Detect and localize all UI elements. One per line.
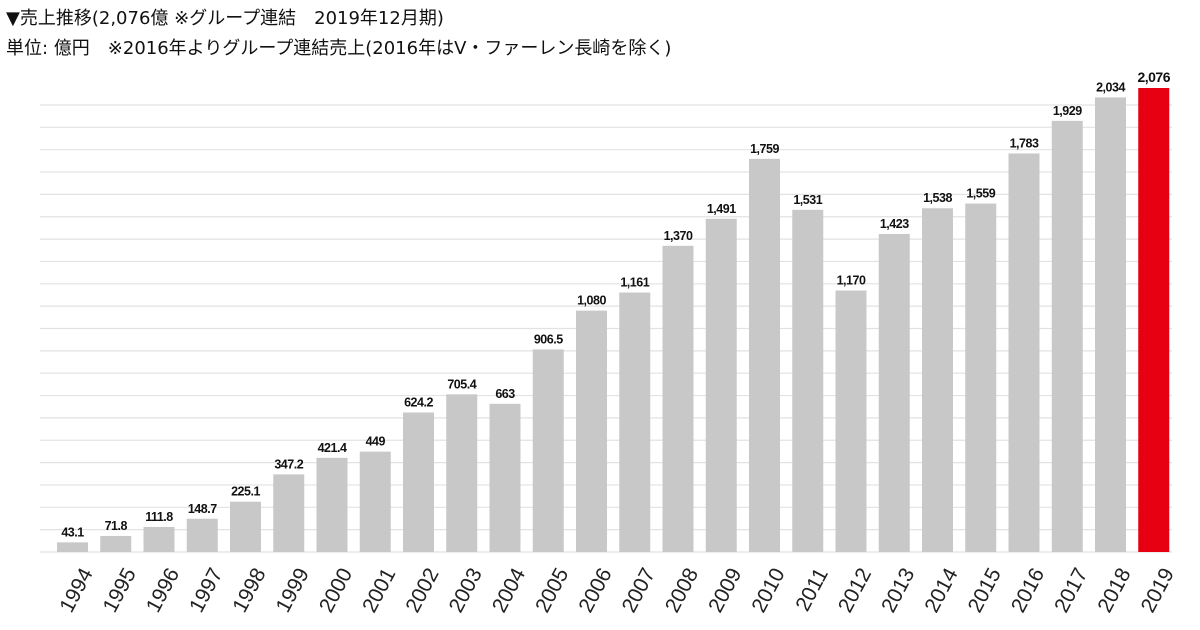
bar-2000 — [316, 457, 348, 552]
data-label: 225.1 — [231, 485, 260, 499]
bar-1995 — [100, 535, 132, 552]
data-label: 1,491 — [707, 202, 736, 216]
x-tick-label: 2000 — [315, 564, 357, 616]
x-tick-label: 1997 — [185, 564, 227, 616]
bar-2010 — [749, 158, 780, 553]
bar-2019 — [1138, 88, 1170, 552]
data-label: 1,759 — [750, 142, 779, 156]
data-label: 347.2 — [274, 457, 303, 471]
bar-2014 — [922, 208, 953, 552]
data-label: 449 — [366, 435, 386, 449]
x-tick-label: 2003 — [445, 564, 487, 616]
x-tick-label: 2014 — [920, 564, 962, 616]
x-tick-label: 2001 — [358, 564, 400, 616]
bar-1999 — [273, 474, 305, 552]
bar-1994 — [57, 542, 88, 552]
bar-1996 — [143, 527, 175, 552]
x-tick-label: 1999 — [272, 564, 314, 616]
x-tick-label: 2006 — [574, 564, 616, 616]
bar-2007 — [619, 292, 651, 552]
data-label: 148.7 — [188, 502, 217, 516]
bar-2018 — [1095, 97, 1126, 553]
data-label: 71.8 — [105, 519, 128, 533]
chart-subtitle: 単位: 億円 ※2016年よりグループ連結売上(2016年はV・ファーレン長崎を… — [6, 38, 672, 59]
data-label: 2,076 — [1137, 69, 1170, 85]
x-tick-label: 2005 — [531, 564, 573, 616]
x-tick-label: 2018 — [1093, 564, 1135, 616]
x-tick-label: 2009 — [704, 564, 746, 616]
bar-2001 — [359, 451, 391, 552]
x-tick-label: 1994 — [55, 564, 97, 616]
x-tick-label: 1995 — [99, 564, 141, 616]
x-tick-label: 2007 — [618, 564, 660, 616]
bar-2008 — [662, 245, 694, 552]
bar-2009 — [705, 218, 737, 552]
bar-2015 — [965, 203, 997, 553]
bar-2016 — [1008, 153, 1040, 552]
data-label: 1,531 — [793, 193, 822, 207]
bar-2006 — [576, 310, 607, 552]
data-label: 1,929 — [1053, 104, 1082, 118]
bar-1997 — [186, 518, 218, 552]
data-label: 624.2 — [404, 395, 433, 409]
x-tick-label: 1996 — [142, 564, 184, 616]
x-tick-label: 1998 — [228, 564, 270, 616]
x-tick-label: 2017 — [1050, 564, 1092, 616]
x-tick-label: 2002 — [401, 564, 443, 616]
data-label: 1,538 — [923, 191, 952, 205]
data-label: 1,423 — [880, 217, 909, 231]
x-tick-label: 2008 — [661, 564, 703, 616]
data-label: 43.1 — [61, 525, 84, 539]
x-tick-label: 2010 — [747, 564, 789, 616]
x-tick-label: 2012 — [834, 564, 876, 616]
bar-2003 — [446, 394, 478, 552]
data-label: 1,783 — [1010, 136, 1039, 150]
bar-2012 — [835, 290, 867, 552]
chart-title: ▼売上推移(2,076億 ※グループ連結 2019年12月期) — [6, 8, 444, 29]
data-label: 1,080 — [577, 294, 606, 308]
x-tick-label: 2004 — [488, 564, 530, 616]
data-label: 663 — [495, 387, 515, 401]
x-tick-label: 2015 — [964, 564, 1006, 616]
x-tick-label: 2016 — [1007, 564, 1049, 616]
data-label: 111.8 — [145, 510, 173, 524]
data-label: 421.4 — [318, 441, 347, 455]
x-tick-label: 2013 — [877, 564, 919, 616]
bar-1998 — [230, 501, 261, 552]
x-tick-label: 2019 — [1137, 564, 1179, 616]
bar-2013 — [878, 233, 910, 553]
data-label: 1,170 — [837, 273, 866, 287]
bar-2004 — [489, 403, 521, 552]
bar-2011 — [792, 209, 824, 553]
x-tick-label: 2011 — [791, 564, 833, 615]
data-label: 1,370 — [664, 229, 693, 243]
bar-2002 — [403, 412, 434, 552]
bar-2005 — [532, 349, 564, 552]
data-label: 2,034 — [1096, 80, 1125, 94]
data-label: 906.5 — [534, 332, 563, 346]
data-label: 1,559 — [966, 187, 995, 201]
data-label: 1,161 — [620, 276, 649, 290]
bar-2017 — [1051, 120, 1083, 552]
data-label: 705.4 — [447, 377, 476, 391]
